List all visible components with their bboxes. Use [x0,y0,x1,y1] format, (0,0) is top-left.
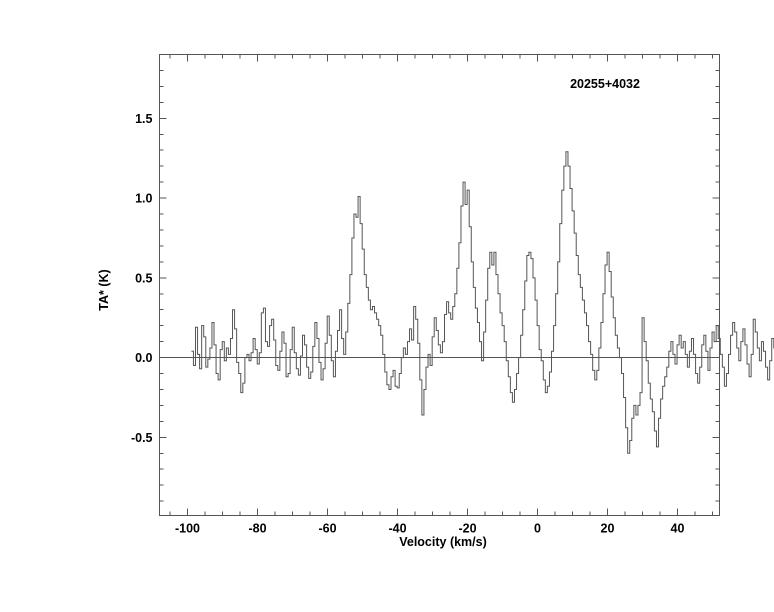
y-tick-label: 0.0 [135,351,152,365]
y-axis-label: TA* (K) [97,269,111,310]
x-tick-label: -80 [248,522,266,536]
y-tick-label: -0.5 [131,431,153,445]
spectrum-trace [191,151,774,454]
x-axis-label: Velocity (km/s) [399,535,487,549]
plot-frame [159,54,720,516]
y-tick-label: 1.0 [135,192,152,206]
x-axis-ticks [169,54,713,516]
y-tick-label: 0.5 [135,271,152,285]
x-tick-label: -20 [458,522,476,536]
x-tick-label: 0 [534,522,541,536]
y-tick-label: 1.5 [135,112,152,126]
y-axis-tick-labels: -0.5 0.0 0.5 1.0 1.5 [131,112,153,445]
source-name-label: 20255+4032 [570,77,640,91]
x-tick-label: 40 [671,522,685,536]
x-tick-label: 20 [601,522,615,536]
x-tick-label: -100 [175,522,200,536]
x-tick-label: -40 [388,522,406,536]
x-axis-tick-labels: -100 -80 -60 -40 -20 0 20 40 [175,522,685,536]
x-tick-label: -60 [318,522,336,536]
